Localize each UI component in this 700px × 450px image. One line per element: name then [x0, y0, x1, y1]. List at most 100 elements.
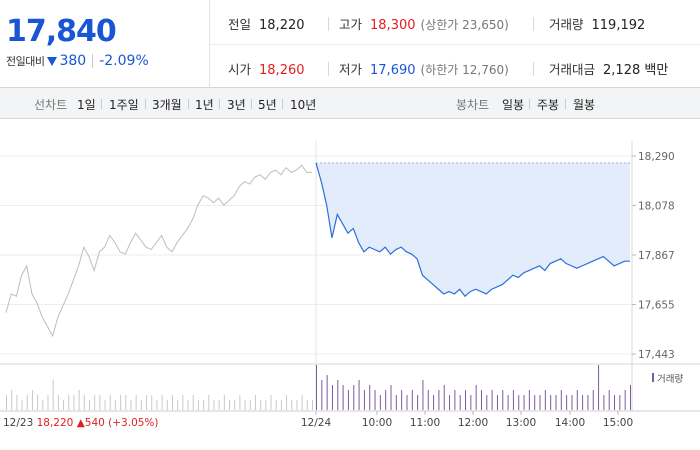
stat-label: 전일 [228, 17, 252, 32]
prev-volume-bar [68, 395, 70, 410]
prev-volume-bar [78, 390, 80, 410]
y-tick-label: 17,443 [638, 349, 675, 361]
volume-bar [443, 385, 445, 410]
volume-bar [523, 395, 525, 410]
prev-volume-bar [280, 400, 282, 410]
volume-bar [433, 395, 435, 410]
x-tick-label: 10:00 [362, 417, 392, 429]
volume-bar [518, 395, 520, 410]
volume-bar [475, 385, 477, 410]
tab-1week[interactable]: 1주일 [109, 98, 139, 112]
prev-volume-bar [254, 395, 256, 410]
stat-value: 17,690 [370, 63, 416, 78]
volume-bar [619, 395, 621, 410]
stat-value: 18,220 [259, 18, 305, 33]
tab-10year[interactable]: 10년 [290, 98, 317, 112]
volume-bar [507, 395, 509, 410]
prev-volume-bar [229, 400, 231, 410]
prev-volume-bar [125, 395, 127, 410]
today-area-fill [316, 163, 630, 297]
tab-5year[interactable]: 5년 [258, 98, 277, 112]
prev-volume-bar [94, 395, 96, 410]
prev-volume-bar [151, 395, 153, 410]
tab-3month[interactable]: 3개월 [152, 98, 182, 112]
line-chart-label: 선차트 [34, 98, 68, 112]
tab-monthly-candle[interactable]: 월봉 [573, 98, 596, 112]
volume-bar [459, 395, 461, 410]
prev-day-close: 18,220 [37, 417, 77, 429]
prev-volume-bar [312, 400, 313, 410]
volume-bar [496, 395, 498, 410]
x-tick-label: 14:00 [555, 417, 585, 429]
tab-1year[interactable]: 1년 [195, 98, 214, 112]
volume-bar [454, 390, 456, 410]
tab-divider [565, 99, 566, 109]
current-price: 17,840 [6, 14, 117, 49]
volume-bar [379, 395, 381, 410]
prev-volume-bar [203, 400, 205, 410]
prev-volume-bar [135, 395, 137, 410]
volume-bar [470, 395, 472, 410]
prev-day-summary: 12/23 18,220 ▲540 (+3.05%) [3, 417, 159, 429]
volume-bar [353, 385, 355, 410]
up-triangle-icon: ▲ [77, 417, 86, 429]
volume-bar [486, 395, 488, 410]
volume-bar [337, 380, 339, 410]
prev-volume-bar [218, 400, 220, 410]
volume-bar [422, 380, 424, 410]
prev-volume-bar [57, 395, 59, 410]
volume-bar [571, 395, 573, 410]
stat-prev-close: 전일 18,220 [228, 14, 305, 33]
volume-bar [480, 390, 482, 410]
volume-bar [491, 390, 493, 410]
volume-bar [555, 395, 557, 410]
volume-bar [316, 365, 317, 410]
prev-volume-bar [156, 400, 158, 410]
x-tick-label: 11:00 [410, 417, 440, 429]
price-chart: 18,290 18,078 17,867 17,655 17,443 거래량 12/24 10… [0, 119, 700, 450]
x-tick-label: 13:00 [506, 417, 536, 429]
tab-daily-candle[interactable]: 일봉 [502, 98, 525, 112]
prev-volume-bar [171, 395, 173, 410]
stat-label: 거래대금 [549, 62, 596, 77]
volume-legend-label: 거래량 [657, 373, 683, 385]
y-tick-label: 18,078 [638, 201, 675, 213]
prev-volume-bar [244, 400, 246, 410]
prev-volume-bar [114, 400, 116, 410]
prev-volume-bar [16, 395, 18, 410]
volume-bar [630, 385, 631, 410]
tab-3year[interactable]: 3년 [227, 98, 246, 112]
prev-volume-bar [306, 400, 308, 410]
prev-volume-bar [275, 400, 277, 410]
prev-volume-bar [161, 395, 163, 410]
x-tick-label: 15:00 [603, 417, 633, 429]
change-value: 380 [59, 53, 87, 69]
volume-bar [326, 375, 328, 410]
volume-bar [358, 380, 360, 410]
volume-bar [438, 390, 440, 410]
prev-volume-bar [109, 395, 111, 410]
volume-bar [614, 395, 616, 410]
tab-1day[interactable]: 1일 [77, 98, 96, 112]
tab-weekly-candle[interactable]: 주봉 [537, 98, 560, 112]
volume-bar [465, 390, 467, 410]
stat-amount: 거래대금 2,128 백만 [549, 59, 668, 78]
volume-bar [331, 385, 333, 410]
prev-volume-bar [63, 400, 65, 410]
candle-chart-label: 봉차트 [456, 98, 490, 112]
prev-day-date: 12/23 [3, 417, 37, 429]
volume-bar [608, 390, 610, 410]
prev-volume-bar [130, 400, 132, 410]
prev-volume-bar [249, 400, 251, 410]
stat-divider [328, 17, 329, 31]
prev-volume-bar [99, 395, 101, 410]
stat-divider [328, 62, 329, 76]
tab-divider [282, 99, 283, 109]
prev-volume-bar [270, 395, 272, 410]
prev-volume-bar [140, 400, 142, 410]
today-price-line [315, 162, 630, 298]
tab-divider [188, 99, 189, 109]
prev-volume-bar [177, 400, 179, 410]
y-tick-label: 17,655 [638, 300, 675, 312]
stat-sub: (상한가 23,650) [420, 18, 509, 32]
